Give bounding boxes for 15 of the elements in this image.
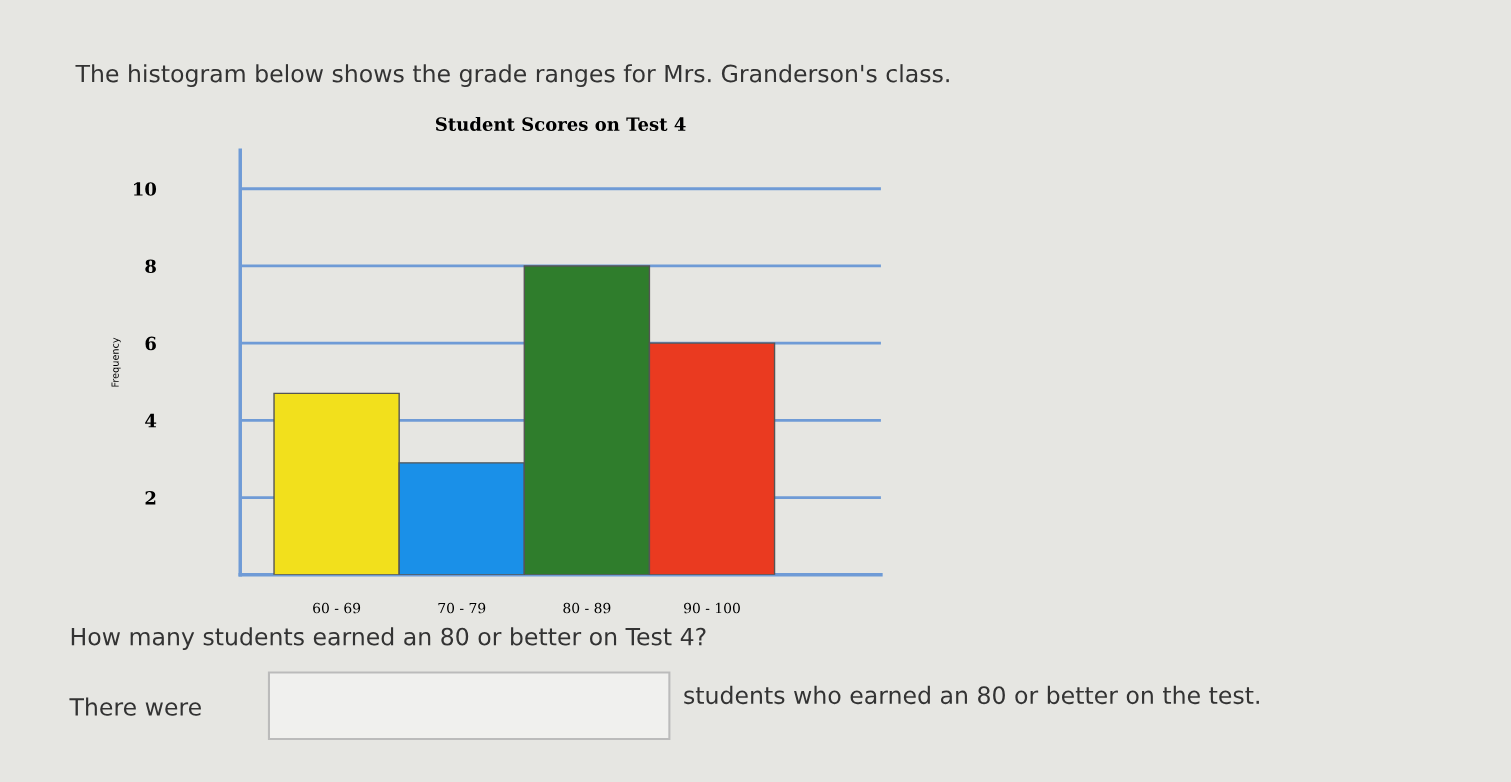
x-tick-label: 70 - 79 xyxy=(438,602,486,614)
text: How many students earned an 80 or better on Test 4? xyxy=(71,627,706,651)
y-tick-label: 2 xyxy=(145,491,156,505)
x-tick-label: 60 - 69 xyxy=(313,602,361,614)
x-tick-label: 80 - 89 xyxy=(563,602,611,614)
text: There were xyxy=(69,697,201,716)
y-tick-label: 8 xyxy=(145,259,156,274)
y-tick-label: 6 xyxy=(145,336,156,351)
chart-subtitle: The histogram below shows the grade ranges for Mrs. Granderson's class. xyxy=(75,64,949,88)
y-axis-title: Frequency xyxy=(111,337,121,387)
y-tick-label: 10 xyxy=(133,182,157,196)
x-tick-label: 90 - 100 xyxy=(684,602,740,614)
text: students who earned an 80 or better on the test. xyxy=(684,685,1259,705)
y-tick-label: 4 xyxy=(145,413,157,428)
chart-title: Student Scores on Test 4 xyxy=(435,116,686,131)
